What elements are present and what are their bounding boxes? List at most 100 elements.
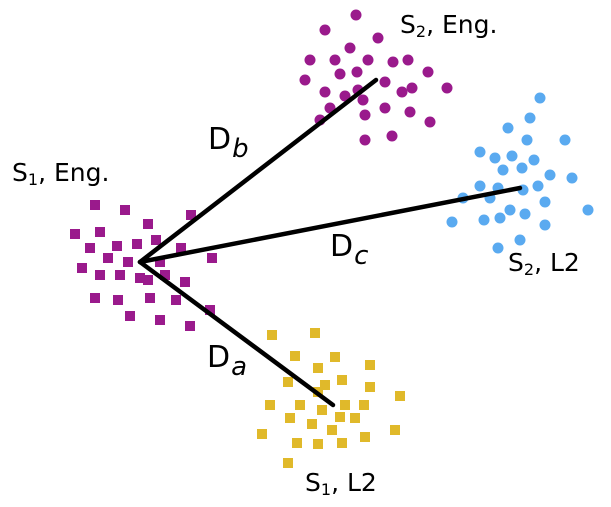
- s2-l2-marker: [504, 204, 516, 216]
- label-distance-a: Da: [207, 340, 248, 382]
- s1-l2-marker: [285, 413, 295, 423]
- s2-eng-marker: [351, 66, 363, 78]
- s1-eng-marker: [77, 263, 87, 273]
- s1-l2-marker: [283, 377, 293, 387]
- s1-l2-marker: [283, 458, 293, 468]
- s1-l2-marker: [337, 375, 347, 385]
- distance-line-b: [137, 77, 379, 265]
- s1-eng-marker: [85, 243, 95, 253]
- s1-eng-marker: [132, 239, 142, 249]
- s1-eng-marker: [185, 321, 195, 331]
- s1-l2-marker: [290, 351, 300, 361]
- distance-line-a: [137, 259, 336, 408]
- s2-l2-marker: [539, 196, 551, 208]
- s1-l2-marker: [365, 382, 375, 392]
- s2-eng-marker: [319, 86, 331, 98]
- s1-l2-marker: [335, 412, 345, 422]
- s1-l2-marker: [257, 429, 267, 439]
- s1-l2-marker: [365, 360, 375, 370]
- s2-eng-marker: [359, 134, 371, 146]
- s2-l2-marker: [492, 242, 504, 254]
- s1-eng-marker: [95, 227, 105, 237]
- s2-eng-marker: [396, 86, 408, 98]
- s2-l2-marker: [446, 216, 458, 228]
- s2-l2-marker: [489, 152, 501, 164]
- label-s1-eng: S1, Eng.: [12, 158, 110, 189]
- s2-l2-marker: [497, 164, 509, 176]
- s1-eng-marker: [205, 305, 215, 315]
- s1-l2-marker: [327, 425, 337, 435]
- s2-l2-cluster: [446, 92, 594, 254]
- s2-eng-marker: [402, 54, 414, 66]
- distance-line-c: [137, 185, 523, 265]
- s1-eng-marker: [207, 253, 217, 263]
- s1-eng-marker: [176, 243, 186, 253]
- s1-eng-marker: [143, 275, 153, 285]
- s1-eng-marker: [160, 270, 170, 280]
- s1-eng-marker: [125, 311, 135, 321]
- s1-eng-marker: [95, 270, 105, 280]
- s1-eng-marker: [112, 241, 122, 251]
- s1-l2-marker: [292, 438, 302, 448]
- s2-l2-marker: [516, 162, 528, 174]
- label-s1-l2: S1, L2: [305, 468, 377, 499]
- s2-l2-marker: [474, 180, 486, 192]
- s1-l2-marker: [330, 352, 340, 362]
- s2-l2-marker: [539, 219, 551, 231]
- s2-l2-marker: [532, 180, 544, 192]
- s2-eng-marker: [357, 94, 369, 106]
- s1-eng-marker: [186, 210, 196, 220]
- s2-eng-marker: [379, 76, 391, 88]
- s1-eng-marker: [180, 277, 190, 287]
- s2-l2-marker: [502, 122, 514, 134]
- label-distance-c: Dc: [330, 229, 369, 271]
- s1-eng-cluster: [70, 200, 217, 331]
- s1-l2-cluster: [257, 328, 405, 468]
- s2-eng-marker: [386, 130, 398, 142]
- s1-l2-marker: [350, 413, 360, 423]
- s2-l2-marker: [521, 134, 533, 146]
- s1-l2-marker: [360, 432, 370, 442]
- s2-l2-marker: [566, 172, 578, 184]
- s2-eng-marker: [359, 109, 371, 121]
- s2-l2-marker: [528, 154, 540, 166]
- s1-eng-marker: [155, 315, 165, 325]
- s1-l2-marker: [395, 391, 405, 401]
- s1-eng-marker: [90, 293, 100, 303]
- s2-eng-marker: [304, 54, 316, 66]
- label-s2-eng: S2, Eng.: [400, 10, 498, 41]
- s2-eng-cluster: [299, 9, 453, 146]
- s2-l2-marker: [506, 150, 518, 162]
- s1-eng-marker: [143, 219, 153, 229]
- s1-eng-marker: [113, 295, 123, 305]
- s2-l2-marker: [494, 212, 506, 224]
- s1-eng-marker: [145, 293, 155, 303]
- label-distance-b: Db: [208, 122, 249, 164]
- s2-eng-marker: [424, 116, 436, 128]
- s2-eng-marker: [334, 68, 346, 80]
- s1-eng-marker: [115, 270, 125, 280]
- s1-l2-marker: [265, 400, 275, 410]
- s2-l2-marker: [534, 92, 546, 104]
- s1-eng-marker: [171, 295, 181, 305]
- s1-l2-marker: [390, 425, 400, 435]
- s2-l2-marker: [544, 169, 556, 181]
- s2-eng-marker: [299, 74, 311, 86]
- s1-eng-marker: [123, 257, 133, 267]
- s2-eng-marker: [350, 9, 362, 21]
- s1-eng-marker: [151, 235, 161, 245]
- s1-l2-marker: [295, 400, 305, 410]
- s1-l2-marker: [313, 439, 323, 449]
- s1-l2-marker: [359, 400, 369, 410]
- s2-eng-marker: [329, 54, 341, 66]
- s1-l2-marker: [313, 363, 323, 373]
- s1-l2-marker: [310, 328, 320, 338]
- s2-l2-marker: [519, 208, 531, 220]
- s2-eng-marker: [379, 102, 391, 114]
- s2-eng-marker: [441, 82, 453, 94]
- s2-eng-marker: [404, 106, 416, 118]
- s1-l2-marker: [320, 380, 330, 390]
- s2-eng-marker: [422, 66, 434, 78]
- s2-eng-marker: [362, 54, 374, 66]
